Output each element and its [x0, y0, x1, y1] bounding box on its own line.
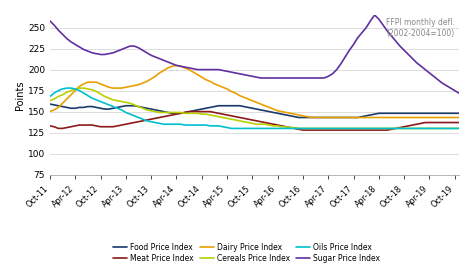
Legend: Food Price Index, Meat Price Index, Dairy Price Index, Cereals Price Index, Oils: Food Price Index, Meat Price Index, Dair… [110, 240, 383, 266]
Y-axis label: Points: Points [15, 80, 25, 110]
Text: FFPI monthly defl.
(2002-2004=100): FFPI monthly defl. (2002-2004=100) [386, 18, 455, 38]
